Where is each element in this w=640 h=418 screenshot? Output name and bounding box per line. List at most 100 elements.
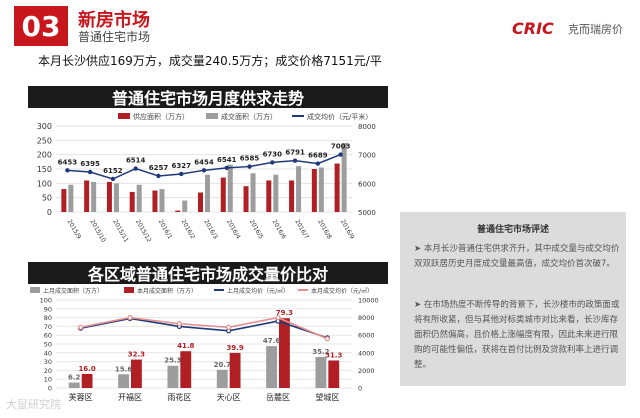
price-point xyxy=(110,176,116,182)
price-data-label: 6689 xyxy=(308,152,328,160)
this-month-bar xyxy=(180,351,192,388)
price-data-label: 7003 xyxy=(331,143,351,151)
last-month-bar xyxy=(118,374,129,388)
price-point xyxy=(275,314,281,321)
supply-bar xyxy=(266,180,272,212)
legend-swatch xyxy=(206,113,218,119)
x-tick-label: 2015/12 xyxy=(134,219,153,244)
x-tick-label: 2016/3 xyxy=(202,219,219,241)
y-tick-label: 0 xyxy=(47,208,52,217)
y-tick-label: 150 xyxy=(37,165,52,174)
x-tick-label: 2016/1 xyxy=(157,219,174,241)
this-month-bar xyxy=(131,359,142,388)
x-tick-label: 2016/6 xyxy=(271,219,288,241)
y2-tick-label: 4000 xyxy=(358,349,375,357)
x-tick-label: 2015/9 xyxy=(66,219,83,241)
bar-data-label: 16.0 xyxy=(78,365,95,373)
this-month-bar xyxy=(81,373,93,388)
supply-bar xyxy=(61,189,67,212)
sales-bar xyxy=(91,181,97,212)
supply-bar xyxy=(129,191,135,212)
price-point xyxy=(156,173,161,179)
y-tick-label: 80 xyxy=(44,314,52,322)
supply-bar xyxy=(334,163,340,212)
bar-data-label: 32.3 xyxy=(128,351,145,359)
y-tick-label: 70 xyxy=(44,323,52,331)
y-tick-label: 100 xyxy=(37,179,52,188)
sales-bar xyxy=(296,166,302,212)
bar-data-label: 35.2 xyxy=(312,348,329,356)
x-tick-label: 2015/10 xyxy=(88,219,107,244)
supply-bar xyxy=(84,180,90,212)
section-number: 03 xyxy=(14,6,68,46)
supply-bar xyxy=(152,190,158,212)
supply-bar xyxy=(106,181,112,212)
y2-tick-label: 0 xyxy=(358,385,362,393)
price-line xyxy=(80,316,328,340)
price-point xyxy=(247,164,252,169)
x-tick-label: 芙蓉区 xyxy=(69,392,93,402)
watermark: 大鼠研究院 xyxy=(6,398,61,411)
sales-bar xyxy=(113,183,119,212)
price-point xyxy=(133,166,138,171)
price-point xyxy=(226,324,232,330)
price-data-label: 6585 xyxy=(240,155,260,163)
price-point xyxy=(78,324,84,330)
last-month-bar xyxy=(266,346,277,388)
supply-bar xyxy=(220,177,226,212)
price-point xyxy=(338,152,343,157)
bar-data-label: 47.6 xyxy=(263,337,280,345)
price-point xyxy=(176,321,182,327)
price-point xyxy=(224,165,229,171)
price-point xyxy=(315,161,321,166)
supply-bar xyxy=(197,192,203,212)
x-tick-label: 2016/4 xyxy=(225,219,242,241)
logo-text: CRIC xyxy=(512,19,554,38)
price-data-label: 6327 xyxy=(171,162,191,170)
sales-bar xyxy=(341,143,347,212)
y2-tick-label: 6000 xyxy=(358,332,375,340)
y-tick-label: 100 xyxy=(40,297,52,305)
y-tick-label: 30 xyxy=(44,358,52,366)
x-tick-label: 2016/8 xyxy=(316,219,333,241)
price-data-label: 6730 xyxy=(263,150,283,158)
price-data-label: 6454 xyxy=(194,158,214,166)
commentary-bullet: ➤ 本月长沙普通住宅供求齐升，其中成交量与成交均价双双跃居历史月度成交量最高值，… xyxy=(414,244,620,269)
y2-tick-label: 6000 xyxy=(358,180,376,188)
y-tick-label: 250 xyxy=(37,136,52,145)
page-title: 新房市场 xyxy=(78,10,150,31)
last-month-bar xyxy=(68,382,80,388)
x-tick-label: 天心区 xyxy=(217,393,241,402)
legend-swatch xyxy=(30,287,40,293)
bar-data-label: 6.2 xyxy=(68,374,81,382)
bar-data-label: 20.7 xyxy=(214,361,231,369)
y2-tick-label: 10000 xyxy=(358,297,379,305)
legend-swatch xyxy=(124,287,134,293)
price-point xyxy=(179,171,184,177)
price-data-label: 6453 xyxy=(58,158,78,166)
x-tick-label: 雨花区 xyxy=(167,392,191,402)
legend-label: 成交面积（万方） xyxy=(221,112,277,121)
y2-tick-label: 8000 xyxy=(358,123,376,131)
bar-data-label: 25.3 xyxy=(164,357,181,365)
commentary-panel: 普通住宅市场评述 ➤ 本月长沙普通住宅供求齐升，其中成交量与成交均价双双跃居历史… xyxy=(400,212,626,386)
bar-data-label: 15.6 xyxy=(115,365,132,373)
x-tick-label: 2016/9 xyxy=(339,219,356,241)
sales-bar xyxy=(182,200,188,212)
sales-bar xyxy=(136,184,142,212)
y2-tick-label: 7000 xyxy=(358,152,376,160)
x-tick-label: 2016/5 xyxy=(248,219,265,241)
y-tick-label: 200 xyxy=(37,151,52,160)
sales-bar xyxy=(68,184,74,212)
bar-data-label: 79.3 xyxy=(276,309,293,317)
y-tick-label: 60 xyxy=(44,332,52,340)
x-tick-label: 2016/2 xyxy=(179,219,196,241)
price-point xyxy=(201,168,207,173)
legend-label: 供应面积（万方） xyxy=(133,112,189,121)
price-point xyxy=(324,336,330,342)
supply-bar xyxy=(289,180,295,212)
last-month-bar xyxy=(315,357,327,388)
x-tick-label: 2015/11 xyxy=(111,219,130,244)
bar-data-label: 41.8 xyxy=(177,342,194,350)
y-tick-label: 0 xyxy=(48,385,52,393)
